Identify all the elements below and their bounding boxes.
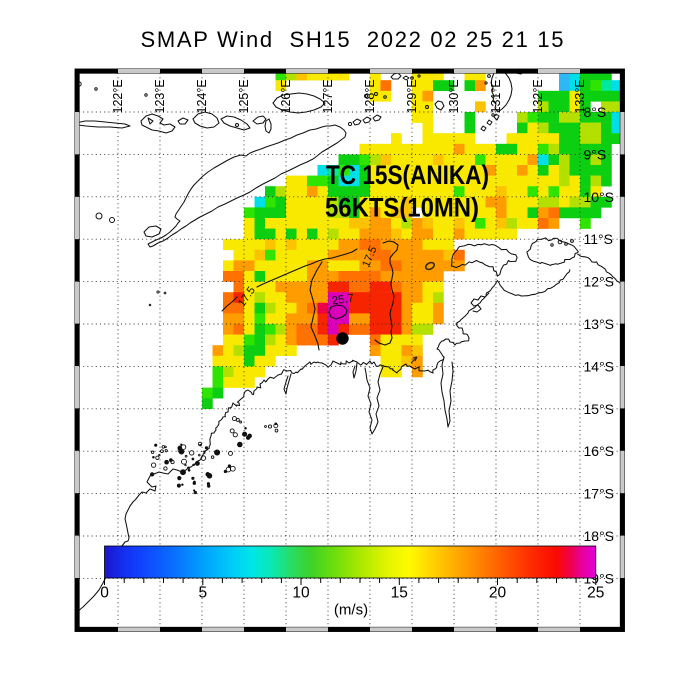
svg-text:127°E: 127°E: [321, 79, 335, 113]
svg-text:9°S: 9°S: [584, 146, 607, 162]
svg-text:8°S: 8°S: [584, 104, 607, 120]
svg-text:16°S: 16°S: [584, 443, 615, 459]
svg-text:129°E: 129°E: [405, 79, 419, 113]
svg-text:12°S: 12°S: [584, 274, 615, 290]
svg-text:15: 15: [391, 585, 408, 602]
svg-text:14°S: 14°S: [584, 358, 615, 374]
svg-text:11°S: 11°S: [584, 231, 613, 247]
svg-text:125°E: 125°E: [237, 79, 251, 113]
svg-text:126°E: 126°E: [279, 79, 293, 113]
svg-text:15°S: 15°S: [584, 401, 615, 417]
svg-text:131°E: 131°E: [489, 79, 503, 113]
svg-text:132°E: 132°E: [531, 79, 545, 113]
svg-text:17°S: 17°S: [584, 486, 615, 502]
svg-text:133°E: 133°E: [573, 79, 587, 113]
svg-text:56KTS(10MN): 56KTS(10MN): [325, 193, 479, 223]
svg-text:13°S: 13°S: [584, 316, 615, 332]
svg-text:124°E: 124°E: [195, 79, 209, 113]
svg-text:18°S: 18°S: [584, 528, 615, 544]
svg-text:5: 5: [198, 585, 207, 602]
svg-text:(m/s): (m/s): [334, 602, 368, 619]
svg-text:122°E: 122°E: [111, 79, 125, 113]
svg-text:SMAP Wind SH15 2022 02 25 21: SMAP Wind SH15 2022 02 25 21 15: [141, 27, 564, 52]
svg-text:123°E: 123°E: [153, 79, 167, 113]
svg-text:TC 15S(ANIKA): TC 15S(ANIKA): [326, 160, 489, 190]
svg-text:0: 0: [100, 585, 109, 602]
svg-text:128°E: 128°E: [363, 79, 377, 113]
svg-text:20: 20: [489, 585, 507, 602]
svg-text:10: 10: [292, 585, 310, 602]
svg-text:25: 25: [587, 585, 604, 602]
svg-text:25.7: 25.7: [331, 293, 355, 308]
svg-text:10°S: 10°S: [584, 189, 615, 205]
svg-text:130°E: 130°E: [447, 79, 461, 113]
